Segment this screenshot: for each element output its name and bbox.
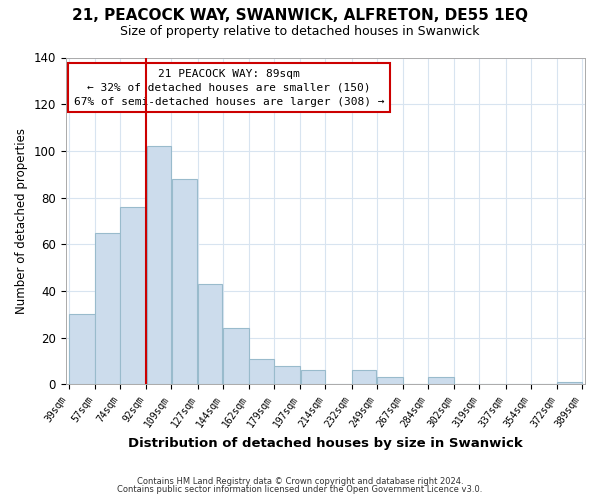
Bar	[352, 370, 376, 384]
Bar	[69, 314, 95, 384]
Bar	[274, 366, 300, 384]
Bar	[172, 179, 197, 384]
Text: Contains HM Land Registry data © Crown copyright and database right 2024.: Contains HM Land Registry data © Crown c…	[137, 477, 463, 486]
Bar	[198, 284, 222, 384]
X-axis label: Distribution of detached houses by size in Swanwick: Distribution of detached houses by size …	[128, 437, 523, 450]
Bar	[557, 382, 581, 384]
Bar	[95, 232, 119, 384]
Bar	[147, 146, 171, 384]
Text: 21 PEACOCK WAY: 89sqm
← 32% of detached houses are smaller (150)
67% of semi-det: 21 PEACOCK WAY: 89sqm ← 32% of detached …	[74, 69, 385, 107]
Text: Contains public sector information licensed under the Open Government Licence v3: Contains public sector information licen…	[118, 485, 482, 494]
Bar	[121, 207, 146, 384]
Y-axis label: Number of detached properties: Number of detached properties	[15, 128, 28, 314]
Bar	[301, 370, 325, 384]
Text: 21, PEACOCK WAY, SWANWICK, ALFRETON, DE55 1EQ: 21, PEACOCK WAY, SWANWICK, ALFRETON, DE5…	[72, 8, 528, 22]
Bar	[223, 328, 248, 384]
Bar	[377, 378, 403, 384]
Text: Size of property relative to detached houses in Swanwick: Size of property relative to detached ho…	[120, 25, 480, 38]
Bar	[250, 358, 274, 384]
Bar	[428, 378, 454, 384]
